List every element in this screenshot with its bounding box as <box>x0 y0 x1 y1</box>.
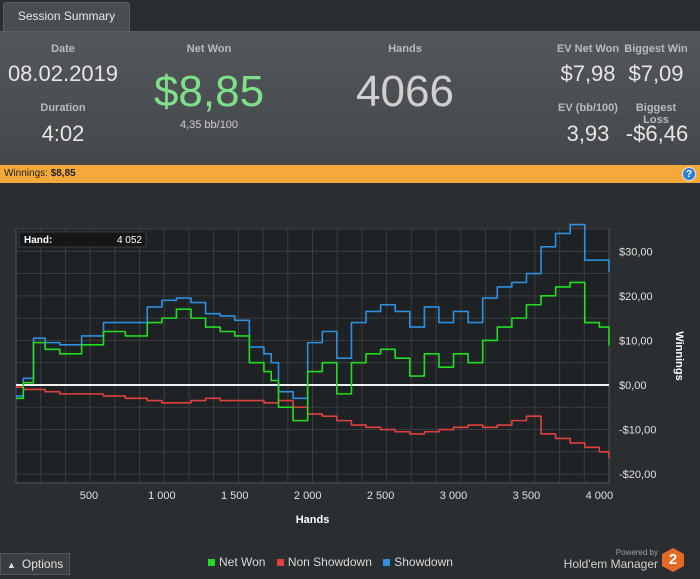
bb100-value: 4,35 bb/100 <box>179 119 239 131</box>
legend-item-net-won: Net Won <box>208 555 265 569</box>
legend-swatch-non-showdown <box>276 559 284 567</box>
x-tick-label: 2 000 <box>294 490 322 502</box>
ev-net-won-value: $7,98 <box>560 61 616 86</box>
net-won-label: Net Won <box>186 43 232 55</box>
legend-label-showdown: Showdown <box>394 555 453 569</box>
date-value: 08.02.2019 <box>7 61 119 86</box>
x-axis-label: Hands <box>296 514 330 526</box>
winnings-value: $8,85 <box>50 168 76 179</box>
y-tick-label: $10,00 <box>619 335 653 347</box>
biggest-win-value: $7,09 <box>628 61 684 86</box>
series-line-non-showdown <box>16 386 610 459</box>
winnings-label: Winnings: <box>4 168 48 179</box>
x-tick-label: 1 000 <box>148 490 176 502</box>
chart-legend: Net Won Non Showdown Showdown <box>208 555 461 569</box>
y-tick-label: $30,00 <box>619 246 653 258</box>
bottom-bar: ▲ Options Net Won Non Showdown Showdown P… <box>0 548 700 579</box>
options-label: Options <box>21 557 64 571</box>
ev-net-won-label: EV Net Won <box>556 43 620 55</box>
legend-item-non-showdown: Non Showdown <box>276 555 372 569</box>
date-label: Date <box>51 43 75 55</box>
brand-name: Hold'em Manager <box>563 557 658 571</box>
duration-label: Duration <box>40 102 86 114</box>
winnings-bar: Winnings: $8,85 ? <box>0 165 700 183</box>
y-tick-label: -$20,00 <box>619 469 656 481</box>
series-line-net-won <box>16 281 610 422</box>
x-tick-label: 3 000 <box>440 490 468 502</box>
x-tick-label: 500 <box>80 490 98 502</box>
y-tick-label: $0,00 <box>619 380 647 392</box>
session-summary-panel: Date 08.02.2019 Duration 4:02 Net Won $8… <box>0 31 700 165</box>
net-won-value: $8,85 <box>153 67 265 116</box>
x-tick-label: 3 500 <box>513 490 541 502</box>
y-tick-label: $20,00 <box>619 291 653 303</box>
legend-swatch-showdown <box>383 559 391 567</box>
powered-by-text: Powered by <box>615 548 658 557</box>
hands-value: 4066 <box>356 67 454 116</box>
options-button[interactable]: ▲ Options <box>0 553 70 575</box>
hand-tooltip-value: 4 052 <box>117 235 142 246</box>
winnings-graph: 500 1 000 1 500 2 000 2 500 3 000 3 500 4 000 $3… <box>15 223 685 526</box>
x-tick-label: 4 000 <box>586 490 614 502</box>
help-icon[interactable]: ? <box>682 167 696 181</box>
legend-item-showdown: Showdown <box>383 555 453 569</box>
hand-tooltip-label: Hand: <box>24 235 52 246</box>
legend-label-net-won: Net Won <box>219 555 266 569</box>
hm2-logo-icon: 2 <box>662 548 684 572</box>
x-tick-label: 1 500 <box>221 490 249 502</box>
biggest-loss-value: -$6,46 <box>625 121 689 146</box>
series-line-showdown <box>16 223 610 400</box>
duration-value: 4:02 <box>41 121 85 146</box>
chevron-up-icon: ▲ <box>7 560 16 570</box>
y-axis-label: Winnings <box>673 331 685 380</box>
ev-bb100-label: EV (bb/100) <box>558 102 618 114</box>
tab-session-summary[interactable]: Session Summary <box>3 2 130 31</box>
winnings-chart: 500 1 000 1 500 2 000 2 500 3 000 3 500 4 000 $3… <box>0 183 700 548</box>
hands-label: Hands <box>388 43 422 55</box>
legend-label-non-showdown: Non Showdown <box>287 555 372 569</box>
biggest-loss-label: Biggest Loss <box>635 102 677 126</box>
biggest-win-label: Biggest Win <box>624 43 688 55</box>
tab-bar: Session Summary <box>0 0 700 31</box>
y-tick-label: -$10,00 <box>619 425 656 437</box>
brand: Powered by Hold'em Manager <box>564 548 658 571</box>
x-tick-label: 2 500 <box>367 490 395 502</box>
hand-tooltip <box>18 231 147 248</box>
ev-bb100-value: 3,93 <box>566 121 610 146</box>
legend-swatch-net-won <box>208 559 215 567</box>
